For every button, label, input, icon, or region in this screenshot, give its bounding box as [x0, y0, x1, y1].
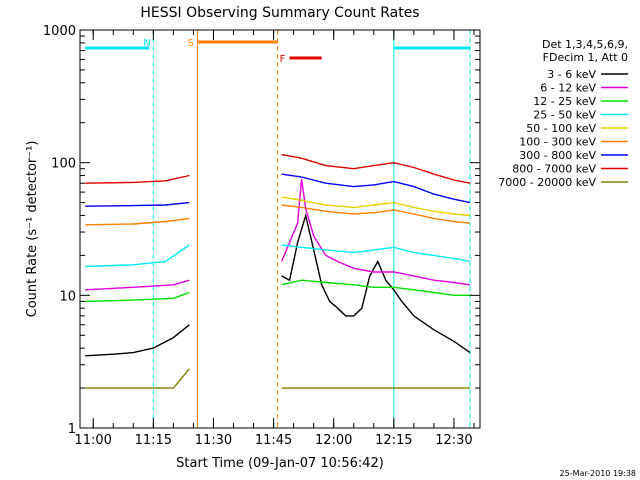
legend-label: 3 - 6 keV — [547, 68, 596, 81]
x-axis-label: Start Time (09-Jan-07 10:56:42) — [176, 456, 384, 471]
y-axis-label: Count Rate (s⁻¹ detector⁻¹) — [25, 141, 40, 318]
legend-header-line: FDecim 1, Att 0 — [543, 51, 628, 64]
series-1-segment-0 — [85, 279, 190, 291]
legend-label: 12 - 25 keV — [533, 95, 596, 108]
series-3-segment-0 — [85, 244, 190, 268]
x-tick-label: 12:30 — [435, 433, 472, 448]
legend: Det 1,3,4,5,6,9,FDecim 1, Att 0 3 - 6 keV… — [498, 38, 628, 189]
y-tick-label: 1000 — [43, 24, 76, 39]
series-5-segment-0 — [85, 217, 190, 226]
x-tick-label: 12:15 — [375, 433, 412, 448]
y-tick-label: 1 — [68, 422, 76, 437]
series-6-segment-1 — [281, 173, 471, 204]
legend-label: 300 - 800 keV — [519, 149, 596, 162]
series-0-segment-0 — [85, 324, 190, 357]
series-7-segment-0 — [85, 174, 190, 184]
plot-frame — [79, 29, 481, 429]
series-5-segment-1 — [281, 204, 471, 224]
legend-label: 25 - 50 keV — [533, 109, 596, 122]
y-tick-label: 100 — [51, 157, 76, 172]
x-axis: 11:00 11:15 11:30 11:45 12:00 12:15 12:30 — [74, 30, 475, 448]
flag-label-2: S — [187, 38, 193, 49]
series-4-segment-0 — [281, 196, 471, 217]
legend-label: 7000 - 20000 keV — [498, 176, 596, 189]
flag-label-1: N — [143, 38, 150, 49]
y-axis: 1 10 100 1000 — [43, 24, 480, 437]
series-2-segment-1 — [281, 279, 470, 296]
legend-label: 800 - 7000 keV — [512, 163, 596, 176]
x-tick-label: 11:15 — [135, 433, 172, 448]
footer-date: 25-Mar-2010 19:38 — [560, 469, 637, 478]
x-tick-label: 11:00 — [74, 433, 111, 448]
series-0-segment-1 — [281, 212, 471, 354]
x-tick-label: 11:30 — [195, 433, 232, 448]
series-lines — [85, 153, 471, 389]
legend-label: 100 - 300 keV — [519, 136, 596, 149]
series-7-segment-1 — [281, 153, 471, 184]
series-1-segment-1 — [280, 179, 471, 286]
vertical-markers — [152, 30, 471, 428]
legend-header-line: Det 1,3,4,5,6,9, — [542, 38, 628, 51]
series-6-segment-0 — [85, 201, 190, 207]
series-2-segment-0 — [85, 291, 190, 303]
series-8-segment-0 — [85, 368, 190, 389]
flag-bars: N S F — [85, 38, 470, 65]
legend-label: 6 - 12 keV — [540, 82, 596, 95]
legend-label: 50 - 100 keV — [526, 122, 596, 135]
x-tick-label: 12:00 — [315, 433, 352, 448]
y-tick-label: 10 — [59, 289, 76, 304]
chart-title: HESSI Observing Summary Count Rates — [140, 5, 419, 21]
series-3-segment-1 — [281, 244, 471, 263]
x-tick-label: 11:45 — [255, 433, 292, 448]
flag-label-3: F — [280, 54, 286, 65]
